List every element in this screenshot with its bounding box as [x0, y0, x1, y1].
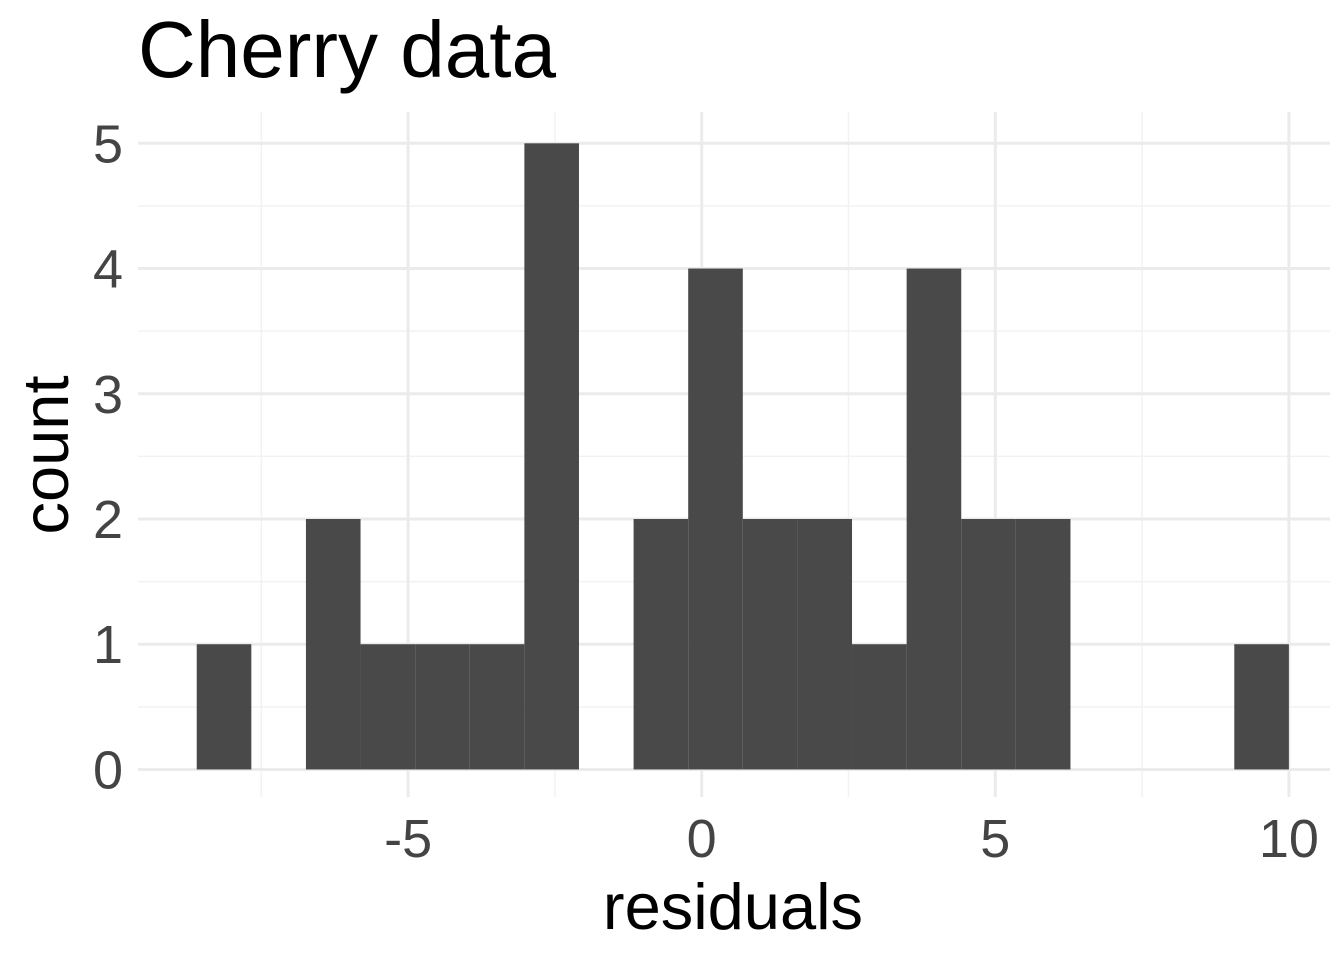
y-axis-title: count — [9, 375, 82, 534]
x-tick-label: -5 — [384, 809, 432, 869]
y-tick-label: 0 — [93, 740, 123, 800]
y-tick-label: 1 — [93, 615, 123, 675]
x-axis-tick-labels: -5 0 5 10 — [384, 809, 1319, 869]
y-tick-label: 4 — [93, 240, 123, 300]
histogram-bar — [360, 644, 416, 770]
histogram-bar — [524, 143, 579, 770]
x-tick-label: 5 — [980, 809, 1010, 869]
histogram-bars — [196, 143, 1289, 770]
y-axis-tick-labels: 0 1 2 3 4 5 — [93, 114, 123, 800]
histogram-bar — [1234, 644, 1289, 770]
histogram-bar — [906, 268, 962, 770]
chart-title: Cherry data — [138, 5, 556, 94]
histogram-bar — [742, 518, 798, 770]
histogram-bar — [688, 268, 743, 770]
histogram-bar — [196, 644, 252, 770]
histogram-bar — [1015, 518, 1071, 770]
histogram-bar — [633, 518, 689, 770]
x-axis-title: residuals — [603, 870, 863, 943]
x-tick-label: 0 — [687, 809, 717, 869]
histogram-bar — [797, 518, 853, 770]
y-tick-label: 5 — [93, 114, 123, 174]
histogram-bar — [469, 644, 525, 770]
histogram-bar — [852, 644, 907, 770]
y-tick-label: 2 — [93, 490, 123, 550]
histogram-bar — [961, 518, 1016, 770]
histogram-bar — [415, 644, 470, 770]
y-tick-label: 3 — [93, 365, 123, 425]
x-tick-label: 10 — [1259, 809, 1319, 869]
histogram-bar — [305, 518, 361, 770]
